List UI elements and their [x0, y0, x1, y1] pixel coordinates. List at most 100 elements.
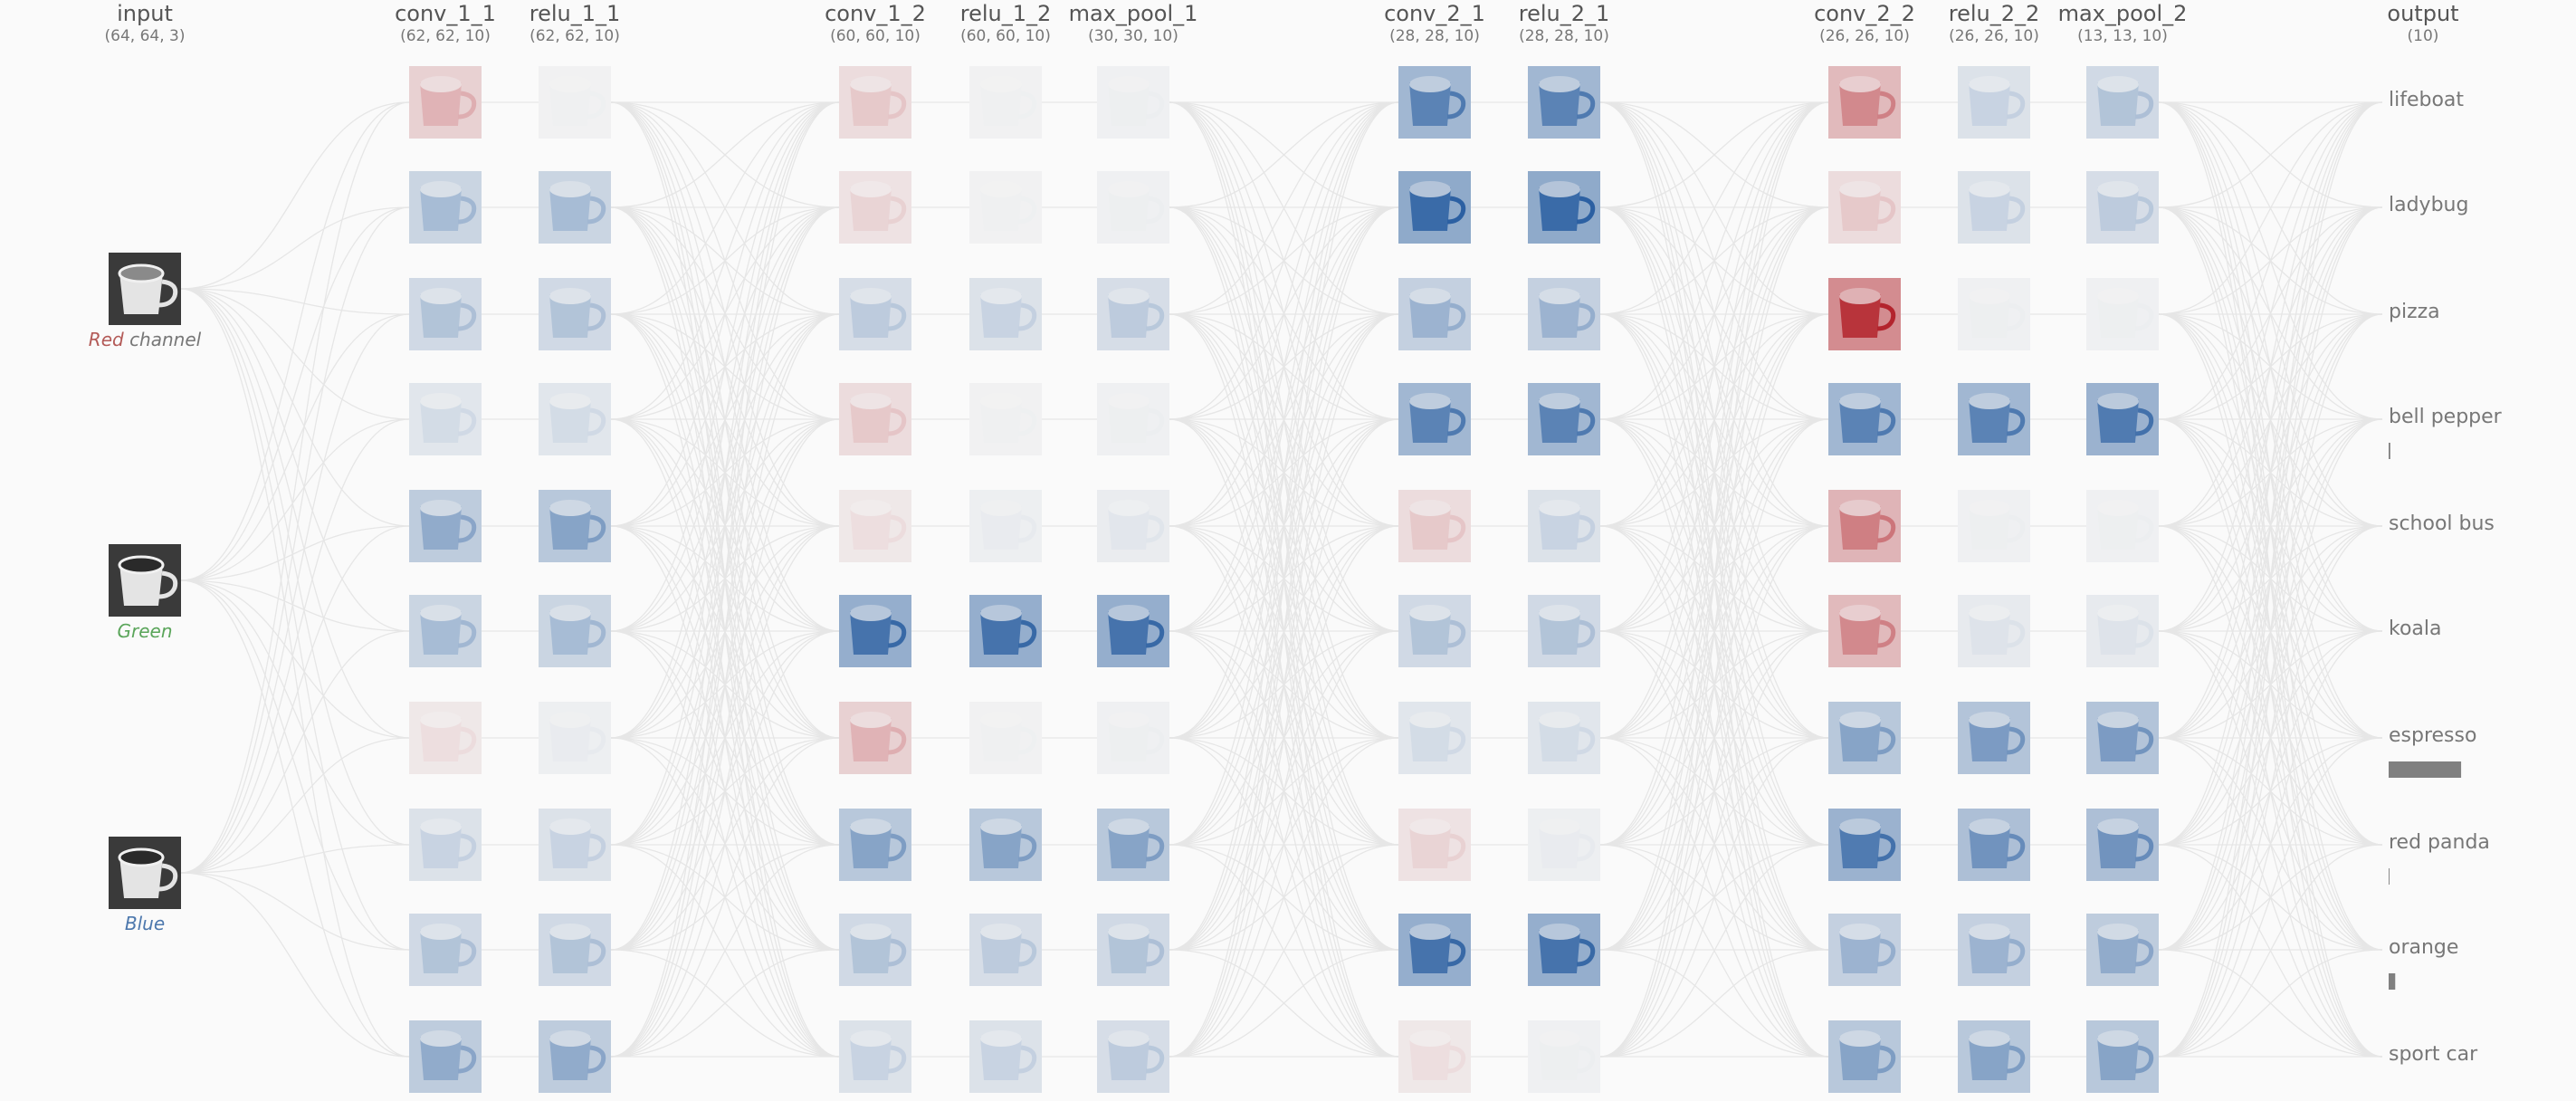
feature-map[interactable]: [409, 595, 482, 667]
class-label[interactable]: school bus: [2389, 512, 2495, 535]
input-channel[interactable]: [109, 837, 181, 909]
feature-map[interactable]: [1828, 1020, 1901, 1093]
feature-map[interactable]: [1828, 66, 1901, 139]
feature-map[interactable]: [1097, 809, 1169, 881]
feature-map[interactable]: [1398, 1020, 1471, 1093]
feature-map[interactable]: [1528, 278, 1600, 350]
feature-map[interactable]: [1097, 595, 1169, 667]
feature-map[interactable]: [839, 809, 911, 881]
feature-map[interactable]: [539, 1020, 611, 1093]
class-label[interactable]: lifeboat: [2389, 89, 2464, 111]
feature-map[interactable]: [1097, 1020, 1169, 1093]
feature-map[interactable]: [2086, 702, 2159, 774]
feature-map[interactable]: [839, 383, 911, 455]
feature-map[interactable]: [1097, 171, 1169, 244]
feature-map[interactable]: [969, 1020, 1042, 1093]
feature-map[interactable]: [1097, 278, 1169, 350]
feature-map[interactable]: [1398, 383, 1471, 455]
feature-map[interactable]: [1398, 809, 1471, 881]
feature-map[interactable]: [1528, 1020, 1600, 1093]
feature-map[interactable]: [1958, 490, 2030, 562]
class-label[interactable]: red panda: [2389, 831, 2490, 854]
feature-map[interactable]: [539, 490, 611, 562]
feature-map[interactable]: [969, 914, 1042, 986]
feature-map[interactable]: [409, 171, 482, 244]
feature-map[interactable]: [1528, 595, 1600, 667]
feature-map[interactable]: [1097, 383, 1169, 455]
feature-map[interactable]: [539, 914, 611, 986]
feature-map[interactable]: [539, 66, 611, 139]
class-label[interactable]: ladybug: [2389, 194, 2468, 216]
feature-map[interactable]: [409, 383, 482, 455]
feature-map[interactable]: [2086, 914, 2159, 986]
feature-map[interactable]: [1528, 914, 1600, 986]
feature-map[interactable]: [1528, 383, 1600, 455]
feature-map[interactable]: [539, 595, 611, 667]
feature-map[interactable]: [539, 383, 611, 455]
feature-map[interactable]: [409, 66, 482, 139]
feature-map[interactable]: [2086, 809, 2159, 881]
feature-map[interactable]: [1097, 490, 1169, 562]
feature-map[interactable]: [2086, 595, 2159, 667]
feature-map[interactable]: [969, 809, 1042, 881]
feature-map[interactable]: [1097, 702, 1169, 774]
feature-map[interactable]: [1828, 702, 1901, 774]
feature-map[interactable]: [2086, 490, 2159, 562]
feature-map[interactable]: [1097, 66, 1169, 139]
feature-map[interactable]: [839, 595, 911, 667]
feature-map[interactable]: [969, 595, 1042, 667]
feature-map[interactable]: [969, 278, 1042, 350]
feature-map[interactable]: [1828, 595, 1901, 667]
feature-map[interactable]: [2086, 278, 2159, 350]
feature-map[interactable]: [1828, 490, 1901, 562]
feature-map[interactable]: [969, 383, 1042, 455]
feature-map[interactable]: [1528, 809, 1600, 881]
feature-map[interactable]: [1958, 809, 2030, 881]
feature-map[interactable]: [1828, 809, 1901, 881]
class-label[interactable]: sport car: [2389, 1043, 2478, 1066]
class-label[interactable]: orange: [2389, 936, 2458, 959]
feature-map[interactable]: [839, 171, 911, 244]
input-channel[interactable]: [109, 544, 181, 617]
feature-map[interactable]: [1958, 1020, 2030, 1093]
class-label[interactable]: espresso: [2389, 724, 2476, 747]
class-label[interactable]: pizza: [2389, 301, 2440, 323]
feature-map[interactable]: [539, 702, 611, 774]
feature-map[interactable]: [1958, 171, 2030, 244]
feature-map[interactable]: [409, 278, 482, 350]
class-label[interactable]: bell pepper: [2389, 406, 2503, 428]
feature-map[interactable]: [1828, 171, 1901, 244]
feature-map[interactable]: [2086, 66, 2159, 139]
feature-map[interactable]: [539, 809, 611, 881]
feature-map[interactable]: [2086, 383, 2159, 455]
feature-map[interactable]: [969, 171, 1042, 244]
feature-map[interactable]: [1398, 914, 1471, 986]
feature-map[interactable]: [839, 490, 911, 562]
feature-map[interactable]: [539, 278, 611, 350]
feature-map[interactable]: [1097, 914, 1169, 986]
feature-map[interactable]: [839, 278, 911, 350]
feature-map[interactable]: [409, 809, 482, 881]
feature-map[interactable]: [1398, 595, 1471, 667]
feature-map[interactable]: [2086, 1020, 2159, 1093]
feature-map[interactable]: [839, 914, 911, 986]
feature-map[interactable]: [1398, 171, 1471, 244]
feature-map[interactable]: [969, 702, 1042, 774]
feature-map[interactable]: [1958, 278, 2030, 350]
feature-map[interactable]: [1398, 490, 1471, 562]
feature-map[interactable]: [1958, 383, 2030, 455]
feature-map[interactable]: [2086, 171, 2159, 244]
feature-map[interactable]: [1828, 278, 1901, 350]
feature-map[interactable]: [839, 66, 911, 139]
feature-map[interactable]: [839, 702, 911, 774]
feature-map[interactable]: [1528, 702, 1600, 774]
feature-map[interactable]: [1528, 171, 1600, 244]
feature-map[interactable]: [969, 490, 1042, 562]
feature-map[interactable]: [1958, 702, 2030, 774]
feature-map[interactable]: [1528, 66, 1600, 139]
feature-map[interactable]: [409, 702, 482, 774]
feature-map[interactable]: [1958, 914, 2030, 986]
feature-map[interactable]: [1398, 66, 1471, 139]
feature-map[interactable]: [1398, 702, 1471, 774]
feature-map[interactable]: [969, 66, 1042, 139]
